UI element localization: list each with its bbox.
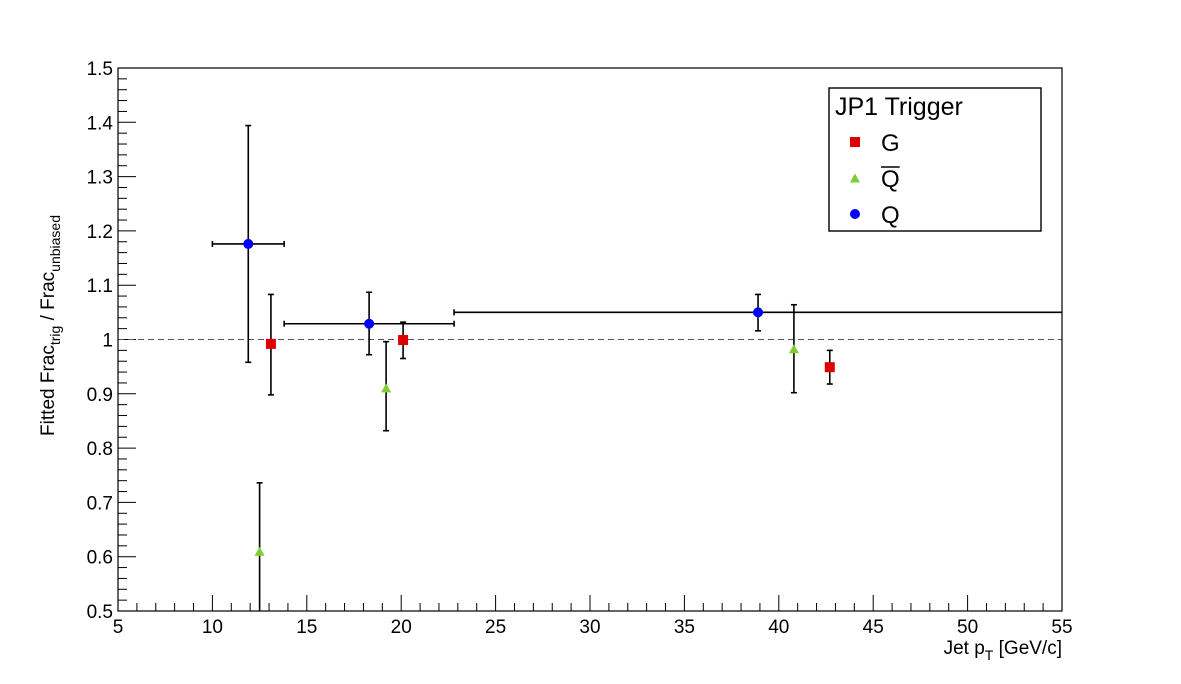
axis-ticks [117,67,1063,612]
series-Q [211,124,1062,364]
data-point [453,293,1062,332]
data-point [265,293,276,396]
x-tick-label: 45 [863,617,884,638]
x-axis-title-subscript: T [985,647,994,663]
y-tick-label: 0.5 [87,602,113,623]
marker-square [850,137,860,147]
y-axis-title: Fitted Fractrig / Fracunbiased [38,215,63,436]
x-tick-label: 25 [485,617,506,638]
legend-label: Q [881,166,900,193]
y-tick-label: 0.6 [87,548,113,569]
data-point [788,303,799,394]
data-point [381,340,392,432]
data-point [398,321,409,360]
x-tick-label: 20 [391,617,412,638]
data-point [254,482,265,611]
marker-circle [364,318,375,329]
y-tick-label: 1 [102,331,113,352]
marker-triangle [788,344,799,354]
legend-entry: Q [850,166,900,193]
legend-entry: G [850,130,900,157]
legend-label: G [881,130,900,157]
x-tick-label: 55 [1051,617,1072,638]
marker-triangle [381,383,392,393]
y-tick-label: 1.1 [87,276,113,297]
series-Qbar [254,303,799,611]
x-tick-label: 40 [768,617,789,638]
y-tick-label: 1.3 [87,168,113,189]
data-point [824,349,835,385]
plot-frame [117,67,1063,612]
x-axis-title: Jet pT [GeV/c] [944,638,1062,663]
y-tick-label: 0.7 [87,493,113,514]
y-tick-label: 0.9 [87,385,113,406]
y-tick-label: 1.5 [87,59,113,80]
x-tick-label: 50 [957,617,978,638]
y-axis-title-sub1: trig [47,326,63,345]
x-axis-title-tail: [GeV/c] [993,638,1062,659]
y-axis-title-sub2: unbiased [47,215,63,272]
y-tick-label: 0.8 [87,439,113,460]
x-tick-label: 5 [113,617,124,638]
data-point [211,124,285,364]
legend-entry: Q [850,202,900,229]
legend-title: JP1 Trigger [835,93,963,121]
x-tick-label: 30 [579,617,600,638]
y-tick-label: 1.4 [87,113,114,134]
marker-square [824,362,835,373]
series-G [265,293,835,396]
marker-circle [850,209,860,219]
marker-circle [243,238,254,249]
marker-circle [753,307,764,318]
x-axis-title-main: Jet p [944,638,985,659]
marker-square [265,338,276,349]
legend-label: Q [881,202,900,229]
x-tick-label: 10 [202,617,223,638]
marker-triangle [850,173,860,183]
x-tick-label: 15 [296,617,317,638]
marker-triangle [254,546,265,556]
data-series [211,124,1062,611]
x-tick-label: 35 [674,617,695,638]
y-tick-label: 1.2 [87,222,113,243]
data-point [283,291,455,356]
y-axis-title-part1: Fitted Frac [38,345,59,436]
marker-square [398,335,409,346]
legend-box [828,87,1042,232]
tick-labels: 5 10 15 20 25 30 35 40 45 50 55 0.5 0.6 0.7 0.8 0.9 1 1.1… [87,59,1073,638]
y-axis-title-part2: / Frac [38,272,59,326]
